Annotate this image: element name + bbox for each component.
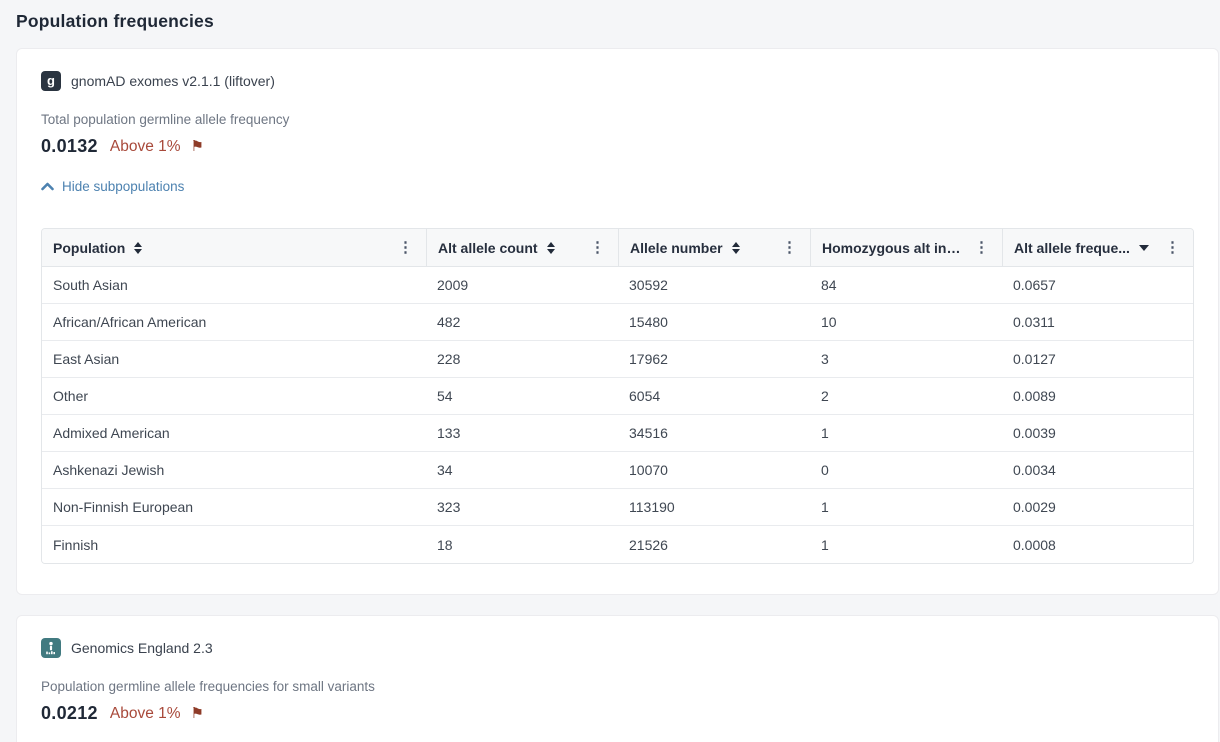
- column-header-label: Homozygous alt ind...: [822, 239, 962, 256]
- cell-alt_allele_freq: 0.0089: [1013, 388, 1056, 404]
- flag-icon: ⚑: [190, 138, 204, 155]
- sort-icon: [134, 241, 143, 254]
- table-row: South Asian 2009 30592 84 0.0657: [42, 267, 1193, 304]
- genomics-england-card: Genomics England 2.3 Population germline…: [16, 615, 1219, 742]
- table-row: African/African American 482 15480 10 0.0311: [42, 304, 1193, 341]
- genomics-england-frequency-row: 0.0212 Above 1% ⚑: [41, 703, 1194, 724]
- column-header-label: Allele number: [630, 239, 723, 256]
- cell-alt_allele_freq: 0.0034: [1013, 462, 1056, 478]
- cell-alt_allele_count: 18: [437, 536, 453, 553]
- cell-population: Other: [53, 388, 89, 404]
- cell-allele_number: 15480: [629, 314, 668, 330]
- column-menu-icon[interactable]: ⋮: [974, 239, 989, 256]
- cell-alt_allele_count: 54: [437, 388, 453, 404]
- flag-icon: ⚑: [190, 705, 204, 722]
- cell-homozygous_alt: 84: [821, 277, 837, 293]
- gnomad-source-name: gnomAD exomes v2.1.1 (liftover): [71, 73, 275, 89]
- hide-subpopulations-label: Hide subpopulations: [62, 179, 185, 194]
- genomics-england-source-row: Genomics England 2.3: [41, 638, 1194, 658]
- cell-homozygous_alt: 10: [821, 314, 837, 330]
- cell-allele_number: 17962: [629, 351, 668, 367]
- column-header-allele_number[interactable]: Allele number ⋮: [618, 229, 810, 266]
- genomics-england-frequency-label: Population germline allele frequencies f…: [41, 679, 375, 694]
- column-header-alt_allele_count[interactable]: Alt allele count ⋮: [426, 229, 618, 266]
- column-header-label: Population: [53, 239, 126, 256]
- table-row: Finnish 18 21526 1 0.0008: [42, 526, 1193, 563]
- cell-allele_number: 30592: [629, 277, 668, 293]
- gnomad-source-row: g gnomAD exomes v2.1.1 (liftover): [41, 71, 1194, 91]
- cell-alt_allele_count: 133: [437, 425, 461, 441]
- cell-alt_allele_freq: 0.0029: [1013, 499, 1056, 515]
- cell-alt_allele_freq: 0.0039: [1013, 425, 1056, 441]
- gnomad-frequency-label: Total population germline allele frequen…: [41, 112, 290, 127]
- page-title: Population frequencies: [16, 11, 214, 31]
- sort-icon: [731, 241, 740, 254]
- cell-homozygous_alt: 1: [821, 425, 829, 441]
- genomics-england-frequency-value: 0.0212: [41, 703, 98, 723]
- table-row: Ashkenazi Jewish 34 10070 0 0.0034: [42, 452, 1193, 489]
- gnomad-above-threshold-text: Above 1%: [109, 137, 181, 155]
- column-header-label: Alt allele freque...: [1014, 239, 1130, 256]
- cell-homozygous_alt: 1: [821, 499, 829, 515]
- cell-population: Admixed American: [53, 425, 170, 441]
- cell-allele_number: 6054: [629, 388, 661, 404]
- hide-subpopulations-toggle[interactable]: Hide subpopulations: [41, 179, 184, 194]
- cell-population: Finnish: [53, 536, 99, 553]
- cell-alt_allele_count: 34: [437, 462, 453, 478]
- genomics-england-icon: [41, 638, 61, 658]
- table-row: Admixed American 133 34516 1 0.0039: [42, 415, 1193, 452]
- cell-homozygous_alt: 0: [821, 462, 829, 478]
- sort-icon: [546, 241, 555, 254]
- cell-alt_allele_count: 228: [437, 351, 461, 367]
- column-header-alt_allele_freq[interactable]: Alt allele freque... ⋮: [1002, 229, 1193, 266]
- subpopulations-table: Population ⋮ Alt allele count ⋮ Allele numbe…: [41, 228, 1194, 564]
- gnomad-icon: g: [41, 71, 61, 91]
- cell-population: Ashkenazi Jewish: [53, 462, 165, 478]
- cell-population: East Asian: [53, 351, 120, 367]
- cell-alt_allele_freq: 0.0008: [1013, 536, 1056, 553]
- cell-homozygous_alt: 1: [821, 536, 829, 553]
- chevron-up-icon: [41, 182, 54, 191]
- column-menu-icon[interactable]: ⋮: [398, 239, 413, 256]
- table-body: South Asian 2009 30592 84 0.0657 African/Afri…: [42, 267, 1193, 563]
- sort-descending-icon: [1138, 244, 1149, 251]
- genomics-england-above-threshold-text: Above 1%: [109, 704, 181, 722]
- cell-allele_number: 21526: [629, 536, 668, 553]
- table-row: Other 54 6054 2 0.0089: [42, 378, 1193, 415]
- gnomad-card: g gnomAD exomes v2.1.1 (liftover) Total …: [16, 48, 1219, 595]
- cell-alt_allele_freq: 0.0127: [1013, 351, 1056, 367]
- cell-alt_allele_freq: 0.0311: [1013, 314, 1055, 330]
- table-row: East Asian 228 17962 3 0.0127: [42, 341, 1193, 378]
- cell-homozygous_alt: 3: [821, 351, 829, 367]
- column-header-label: Alt allele count: [438, 239, 538, 256]
- cell-alt_allele_count: 482: [437, 314, 461, 330]
- column-header-homozygous_alt[interactable]: Homozygous alt ind... ⋮: [810, 229, 1002, 266]
- genomics-england-source-name: Genomics England 2.3: [71, 640, 213, 656]
- gnomad-frequency-value: 0.0132: [41, 136, 98, 156]
- table-header: Population ⋮ Alt allele count ⋮ Allele numbe…: [42, 229, 1193, 267]
- cell-allele_number: 113190: [629, 499, 675, 515]
- cell-alt_allele_count: 2009: [437, 277, 469, 293]
- column-header-population[interactable]: Population ⋮: [42, 229, 426, 266]
- cell-allele_number: 10070: [629, 462, 668, 478]
- cell-allele_number: 34516: [629, 425, 668, 441]
- cell-population: South Asian: [53, 277, 128, 293]
- cell-population: African/African American: [53, 314, 207, 330]
- column-menu-icon[interactable]: ⋮: [590, 239, 605, 256]
- column-menu-icon[interactable]: ⋮: [1165, 239, 1180, 256]
- cell-population: Non-Finnish European: [53, 499, 194, 515]
- table-row: Non-Finnish European 323 113190 1 0.0029: [42, 489, 1193, 526]
- column-menu-icon[interactable]: ⋮: [782, 239, 797, 256]
- cell-alt_allele_count: 323: [437, 499, 461, 515]
- gnomad-frequency-row: 0.0132 Above 1% ⚑: [41, 136, 1194, 157]
- table-header-row: Population ⋮ Alt allele count ⋮ Allele numbe…: [42, 229, 1193, 266]
- cell-alt_allele_freq: 0.0657: [1013, 277, 1056, 293]
- cell-homozygous_alt: 2: [821, 388, 829, 404]
